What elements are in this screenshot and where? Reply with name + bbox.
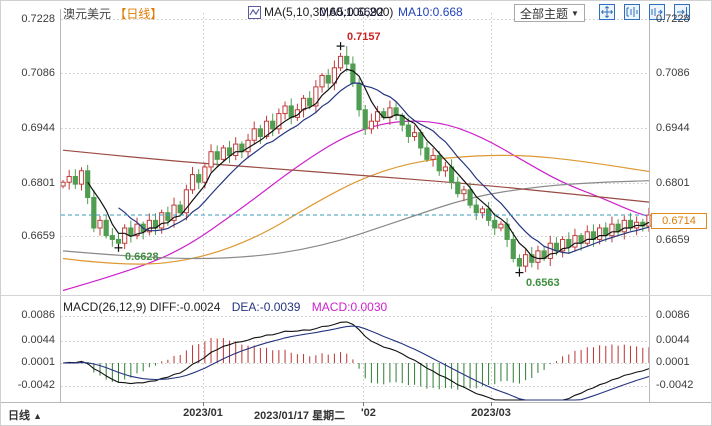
price-axis-label: 0.7086	[656, 67, 690, 79]
pan-crosshair-icon[interactable]	[599, 4, 615, 20]
low-annotation: 0.6563	[526, 277, 560, 289]
chevron-down-icon: ▼	[571, 8, 579, 18]
price-axis-label: 0.6659	[656, 234, 690, 246]
jump-latest-icon[interactable]	[674, 4, 690, 20]
macd-hist-label: MACD:0.0030	[311, 300, 388, 314]
triangle-up-icon: ▲	[33, 411, 42, 421]
high-annotation: 0.7157	[347, 31, 381, 43]
scroll-forward-icon[interactable]	[649, 4, 665, 20]
macd-axis-label: 0.0086	[656, 309, 690, 321]
macd-axis-label: 0.0086	[21, 309, 55, 321]
line-chart-icon[interactable]	[248, 6, 261, 24]
last-price-badge: 0.6714	[651, 213, 707, 229]
price-axis-label: 0.6944	[656, 122, 690, 134]
macd-header: MACD(26,12,9) DIFF:-0.0024 DEA:-0.0039 M…	[63, 300, 387, 314]
x-axis-label-mar: 2023/03	[471, 407, 511, 419]
macd-axis-label: 0.0001	[656, 356, 690, 368]
price-axis-label: 0.6659	[21, 230, 55, 242]
macd-axis-label: 0.0044	[21, 334, 55, 346]
price-axis-label: 0.6801	[656, 177, 690, 189]
tab-daily-label: 日线	[8, 410, 30, 422]
macd-axis-label: -0.0042	[17, 379, 55, 391]
ma-settings-label: MA(5,10,30,60,100,200)	[264, 5, 394, 19]
macd-axis-label: 0.0001	[21, 356, 55, 368]
price-axis-label: 0.7228	[21, 13, 55, 25]
price-axis-label: 0.6801	[21, 177, 55, 189]
page-title: 澳元美元 【日线】	[63, 5, 162, 22]
macd-axis-label: -0.0042	[656, 379, 694, 391]
x-axis-selected-date: 2023/01/17 星期二	[254, 410, 346, 422]
timeframe-tag: 【日线】	[114, 7, 163, 21]
price-axis-label: 0.6944	[21, 122, 55, 134]
ma10-value: MA10:0.668	[398, 5, 463, 19]
theme-dropdown-label: 全部主题	[520, 6, 569, 21]
low-annotation: 0.6628	[125, 251, 159, 263]
x-axis-label-jan: 2023/01	[183, 407, 223, 419]
macd-axis-label: 0.0044	[656, 334, 690, 346]
macd-diff-label: MACD(26,12,9) DIFF:-0.0024	[63, 300, 221, 314]
price-axis-label: 0.7086	[21, 67, 55, 79]
ma5-value: MA5:0.6692	[319, 5, 384, 19]
macd-dea-label: DEA:-0.0039	[231, 300, 301, 314]
price-axis-label: 0.7228	[656, 13, 690, 25]
zoom-range-icon[interactable]	[624, 4, 640, 20]
theme-dropdown[interactable]: 全部主题 ▼	[514, 4, 585, 22]
tab-daily[interactable]: 日线 ▲	[8, 407, 42, 423]
x-axis-label-feb: '02	[361, 407, 376, 419]
symbol-name: 澳元美元	[63, 7, 112, 21]
